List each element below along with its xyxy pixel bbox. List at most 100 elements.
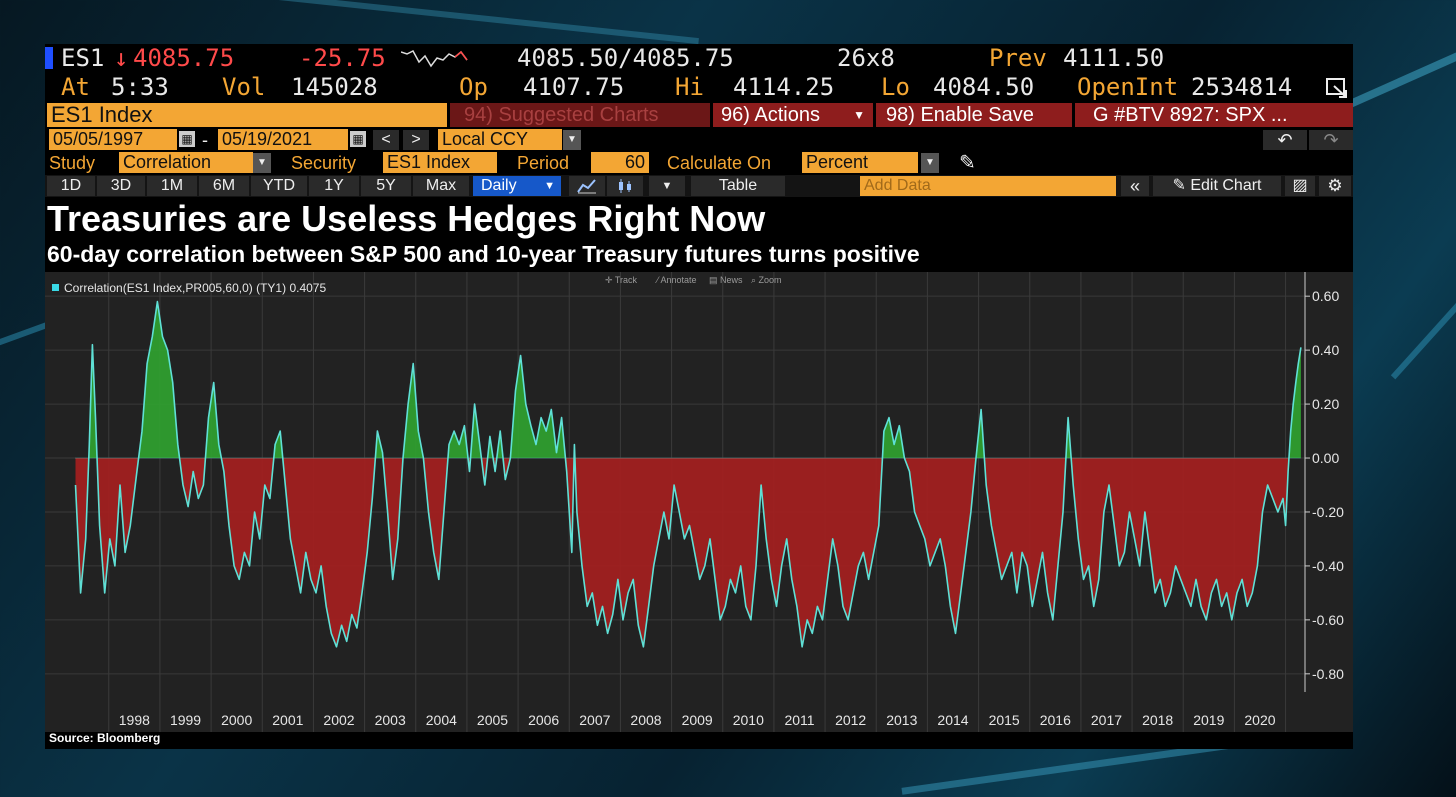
period-field[interactable]: 60 bbox=[591, 152, 649, 173]
x-tick-label: 2019 bbox=[1193, 712, 1224, 728]
suggested-charts-label: 94) Suggested Charts bbox=[464, 104, 659, 126]
correlation-chart[interactable]: 0.60 0.40 0.20 0.00 -0.20 -0.40 -0.60 -0.80 199… bbox=[45, 272, 1353, 732]
news-tool[interactable]: ▤ News bbox=[709, 275, 743, 285]
positive-area bbox=[138, 301, 180, 458]
x-tick-label: 2007 bbox=[579, 712, 610, 728]
study-security-text: ES1 Index bbox=[387, 152, 471, 172]
study-select[interactable]: Correlation bbox=[119, 152, 253, 173]
edit-chart-button[interactable]: ✎ Edit Chart bbox=[1153, 176, 1281, 196]
date-range-dash: - bbox=[202, 130, 208, 150]
actions-button[interactable]: 96) Actions ▼ bbox=[713, 103, 873, 127]
stats-row: At 5:33 Vol 145028 Op 4107.75 Hi 4114.25… bbox=[45, 73, 1353, 101]
period-5y-button[interactable]: 5Y bbox=[361, 176, 411, 196]
series-areas bbox=[75, 301, 1301, 647]
period-1d-button[interactable]: 1D bbox=[47, 176, 95, 196]
high-value: 4114.25 bbox=[733, 73, 835, 101]
calculate-on-label: Calculate On bbox=[667, 153, 772, 173]
track-tool[interactable]: ✛ Track bbox=[605, 275, 638, 285]
open-value: 4107.75 bbox=[523, 73, 625, 101]
ticker-symbol: ES1 bbox=[61, 44, 105, 72]
study-text: Correlation bbox=[123, 152, 212, 172]
background-streak bbox=[201, 0, 699, 45]
positive-area bbox=[976, 409, 985, 458]
negative-area bbox=[221, 458, 274, 580]
chevron-down-icon[interactable]: ▼ bbox=[563, 130, 581, 150]
candlestick-icon[interactable] bbox=[607, 176, 643, 196]
period-1m-button[interactable]: 1M bbox=[147, 176, 197, 196]
collapse-icon[interactable]: « bbox=[1121, 176, 1149, 196]
period-ytd-button[interactable]: YTD bbox=[251, 176, 307, 196]
line-chart-icon[interactable] bbox=[569, 176, 605, 196]
start-date-field[interactable]: 05/05/1997 bbox=[49, 129, 177, 150]
sparkline-icon bbox=[401, 50, 468, 68]
period-1y-button[interactable]: 1Y bbox=[309, 176, 359, 196]
chevron-right-icon[interactable]: > bbox=[403, 130, 429, 150]
table-button[interactable]: Table bbox=[691, 176, 785, 196]
series-lines bbox=[74, 300, 1302, 648]
enable-save-button[interactable]: 98) Enable Save bbox=[876, 103, 1072, 127]
x-tick-label: 2010 bbox=[733, 712, 764, 728]
security-command-text: ES1 Index bbox=[51, 102, 153, 127]
news-ticker-button[interactable]: G #BTV 8927: SPX ... bbox=[1075, 103, 1353, 127]
chart-subtitle: 60-day correlation between S&P 500 and 1… bbox=[47, 241, 920, 267]
pencil-icon[interactable]: ✎ bbox=[959, 152, 976, 174]
period-3d-button[interactable]: 3D bbox=[97, 176, 145, 196]
redo-icon[interactable]: ↷ bbox=[1309, 130, 1353, 150]
open-label: Op bbox=[459, 73, 488, 101]
source-note: Source: Bloomberg bbox=[49, 731, 161, 745]
security-label: Security bbox=[291, 153, 357, 173]
security-command-field[interactable]: ES1 Index bbox=[47, 103, 447, 127]
prev-close: 4111.50 bbox=[1063, 44, 1165, 72]
low-label: Lo bbox=[881, 73, 910, 101]
negative-area bbox=[904, 458, 976, 634]
x-tick-label: 2002 bbox=[323, 712, 354, 728]
annotate-tool[interactable]: ⁄ Annotate bbox=[655, 275, 697, 285]
gear-icon[interactable]: ⚙ bbox=[1319, 176, 1351, 196]
x-tick-label: 2012 bbox=[835, 712, 866, 728]
calendar-icon[interactable]: ▦ bbox=[350, 131, 366, 147]
y-tick-label: 0.60 bbox=[1312, 288, 1339, 304]
news-tool-label: News bbox=[720, 275, 743, 285]
calendar-icon[interactable]: ▦ bbox=[179, 131, 195, 147]
legend-label: Correlation(ES1 Index,PR005,60,0) (TY1) … bbox=[64, 281, 326, 295]
chevron-down-icon[interactable]: ▼ bbox=[649, 176, 685, 196]
date-range-row: 05/05/1997 ▦ - 05/19/2021 ▦ < > Local CC… bbox=[45, 129, 1353, 151]
chevron-left-icon[interactable]: < bbox=[373, 130, 399, 150]
negative-area bbox=[383, 458, 403, 580]
chevron-down-icon[interactable]: ▼ bbox=[921, 153, 939, 173]
currency-select[interactable]: Local CCY bbox=[438, 129, 562, 150]
popout-icon[interactable] bbox=[1325, 77, 1349, 99]
background-streak bbox=[1390, 226, 1456, 380]
chart-style-icon[interactable]: ▨ bbox=[1285, 176, 1315, 196]
add-data-input[interactable]: Add Data bbox=[860, 176, 1116, 196]
frequency-text: Daily bbox=[481, 177, 517, 194]
enable-save-label: 98) Enable Save bbox=[886, 104, 1034, 126]
negative-area bbox=[1071, 458, 1289, 620]
volume-label: Vol bbox=[222, 73, 266, 101]
y-tick-label: 0.40 bbox=[1312, 342, 1339, 358]
y-tick-label: -0.20 bbox=[1312, 504, 1344, 520]
security-marker bbox=[45, 47, 53, 69]
chevron-down-icon[interactable]: ▼ bbox=[253, 153, 271, 173]
bid-ask: 4085.50/4085.75 bbox=[517, 44, 734, 72]
study-security-field[interactable]: ES1 Index bbox=[383, 152, 497, 173]
undo-icon[interactable]: ↶ bbox=[1263, 130, 1307, 150]
down-arrow-icon: ↓ bbox=[114, 44, 129, 72]
zoom-tool-label: Zoom bbox=[759, 275, 782, 285]
period-6m-button[interactable]: 6M bbox=[199, 176, 249, 196]
price-change: -25.75 bbox=[299, 44, 386, 72]
y-tick-label: 0.20 bbox=[1312, 396, 1339, 412]
zoom-tool[interactable]: ⌕ Zoom bbox=[751, 275, 782, 285]
chevron-down-icon: ▼ bbox=[544, 180, 555, 192]
period-label: Period bbox=[517, 153, 570, 173]
calculate-on-select[interactable]: Percent bbox=[802, 152, 918, 173]
period-max-button[interactable]: Max bbox=[413, 176, 469, 196]
frequency-select[interactable]: Daily ▼ bbox=[473, 176, 561, 196]
x-tick-label: 2016 bbox=[1040, 712, 1071, 728]
suggested-charts-button[interactable]: 94) Suggested Charts bbox=[450, 103, 710, 127]
x-tick-label: 2013 bbox=[886, 712, 917, 728]
volume-value: 145028 bbox=[291, 73, 378, 101]
x-tick-label: 2009 bbox=[682, 712, 713, 728]
x-tick-label: 2005 bbox=[477, 712, 508, 728]
end-date-field[interactable]: 05/19/2021 bbox=[218, 129, 348, 150]
